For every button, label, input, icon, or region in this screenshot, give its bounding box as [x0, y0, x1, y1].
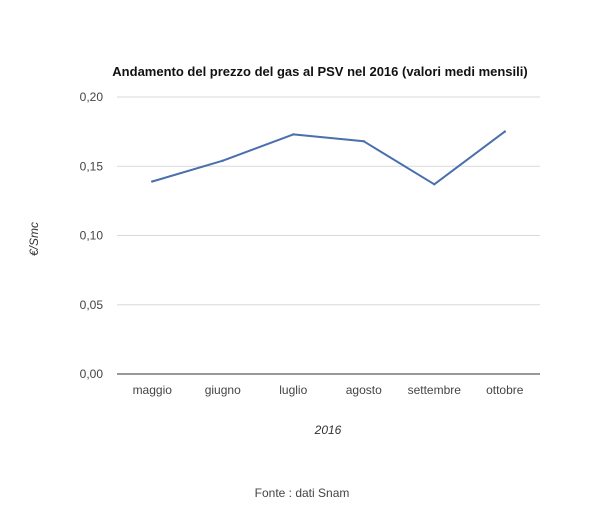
y-tick-label: 0,00 [80, 367, 104, 381]
x-tick-label: giugno [205, 383, 241, 397]
y-tick-label: 0,10 [80, 229, 104, 243]
y-axis-label: €/Smc [27, 222, 41, 256]
x-axis-label: 2016 [314, 423, 342, 437]
data-point [433, 183, 436, 186]
series-line [151, 130, 506, 186]
data-point [503, 130, 506, 133]
y-axis-ticks: 0,00 0,05 0,10 0,15 0,20 [80, 90, 104, 381]
chart-title: Andamento del prezzo del gas al PSV nel … [112, 64, 527, 79]
data-point [362, 140, 365, 143]
source-note: Fonte : dati Snam [254, 486, 350, 500]
x-tick-label: agosto [346, 383, 382, 397]
y-tick-label: 0,15 [80, 159, 104, 173]
data-point [221, 159, 224, 162]
series-layer [151, 130, 506, 186]
x-tick-label: luglio [279, 383, 307, 397]
x-tick-label: ottobre [486, 383, 524, 397]
x-axis-ticks: maggio giugno luglio agosto settembre ottobre [133, 383, 524, 397]
x-tick-label: maggio [133, 383, 173, 397]
gridlines [117, 96, 540, 375]
data-point [292, 133, 295, 136]
x-tick-label: settembre [408, 383, 462, 397]
data-point [151, 180, 154, 183]
y-tick-label: 0,05 [80, 298, 104, 312]
y-tick-label: 0,20 [80, 90, 104, 104]
line-chart: Andamento del prezzo del gas al PSV nel … [27, 64, 540, 437]
